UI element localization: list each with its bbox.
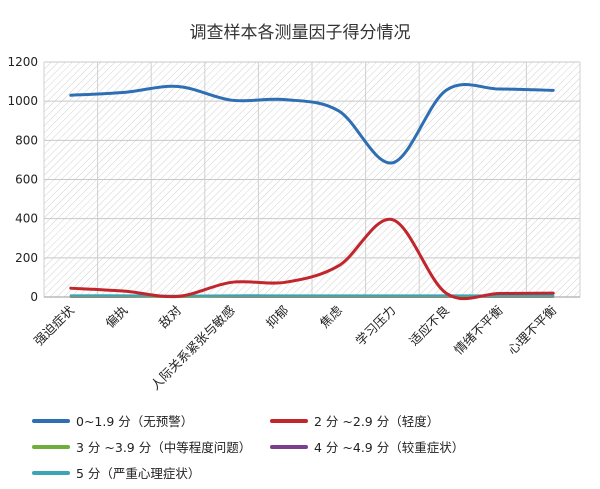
y-tick-label: 800 (15, 133, 38, 147)
series-line-2 (69, 218, 555, 301)
y-tick-label: 0 (30, 290, 38, 304)
legend-label: 4 分 ~4.9 分（较重症状） (314, 440, 464, 455)
legend: 0~1.9 分（无预警） 2 分 ~2.9 分（轻度） 3 分 ~3.9 分（中等程… (32, 414, 464, 481)
y-axis: 0 200 400 600 800 1000 1200 (7, 55, 38, 304)
x-tick-label: 焦虑 (317, 302, 346, 331)
legend-label: 2 分 ~2.9 分（轻度） (314, 414, 439, 429)
legend-label: 5 分（严重心理症状） (76, 466, 200, 481)
y-tick-label: 600 (15, 173, 38, 187)
legend-label: 0~1.9 分（无预警） (76, 414, 193, 429)
series-line-1 (69, 83, 555, 165)
x-tick-label: 强迫症状 (31, 302, 77, 348)
x-tick-label: 适应不良 (406, 303, 452, 349)
x-tick-label: 敌对 (156, 303, 184, 331)
y-tick-label: 1200 (7, 55, 38, 69)
x-tick-label: 学习压力 (353, 303, 399, 349)
x-tick-label: 情绪不平衡 (451, 303, 506, 358)
chart-title: 调查样本各测量因子得分情况 (190, 23, 411, 43)
x-tick-label: 偏执 (102, 302, 131, 331)
x-tick-label: 心理不平衡 (505, 303, 560, 358)
x-tick-label: 抑郁 (263, 303, 291, 331)
y-tick-label: 400 (15, 212, 38, 226)
series-lines (69, 83, 555, 301)
y-tick-label: 1000 (7, 94, 38, 108)
y-tick-label: 200 (15, 251, 38, 265)
legend-label: 3 分 ~3.9 分（中等程度问题） (76, 440, 251, 455)
